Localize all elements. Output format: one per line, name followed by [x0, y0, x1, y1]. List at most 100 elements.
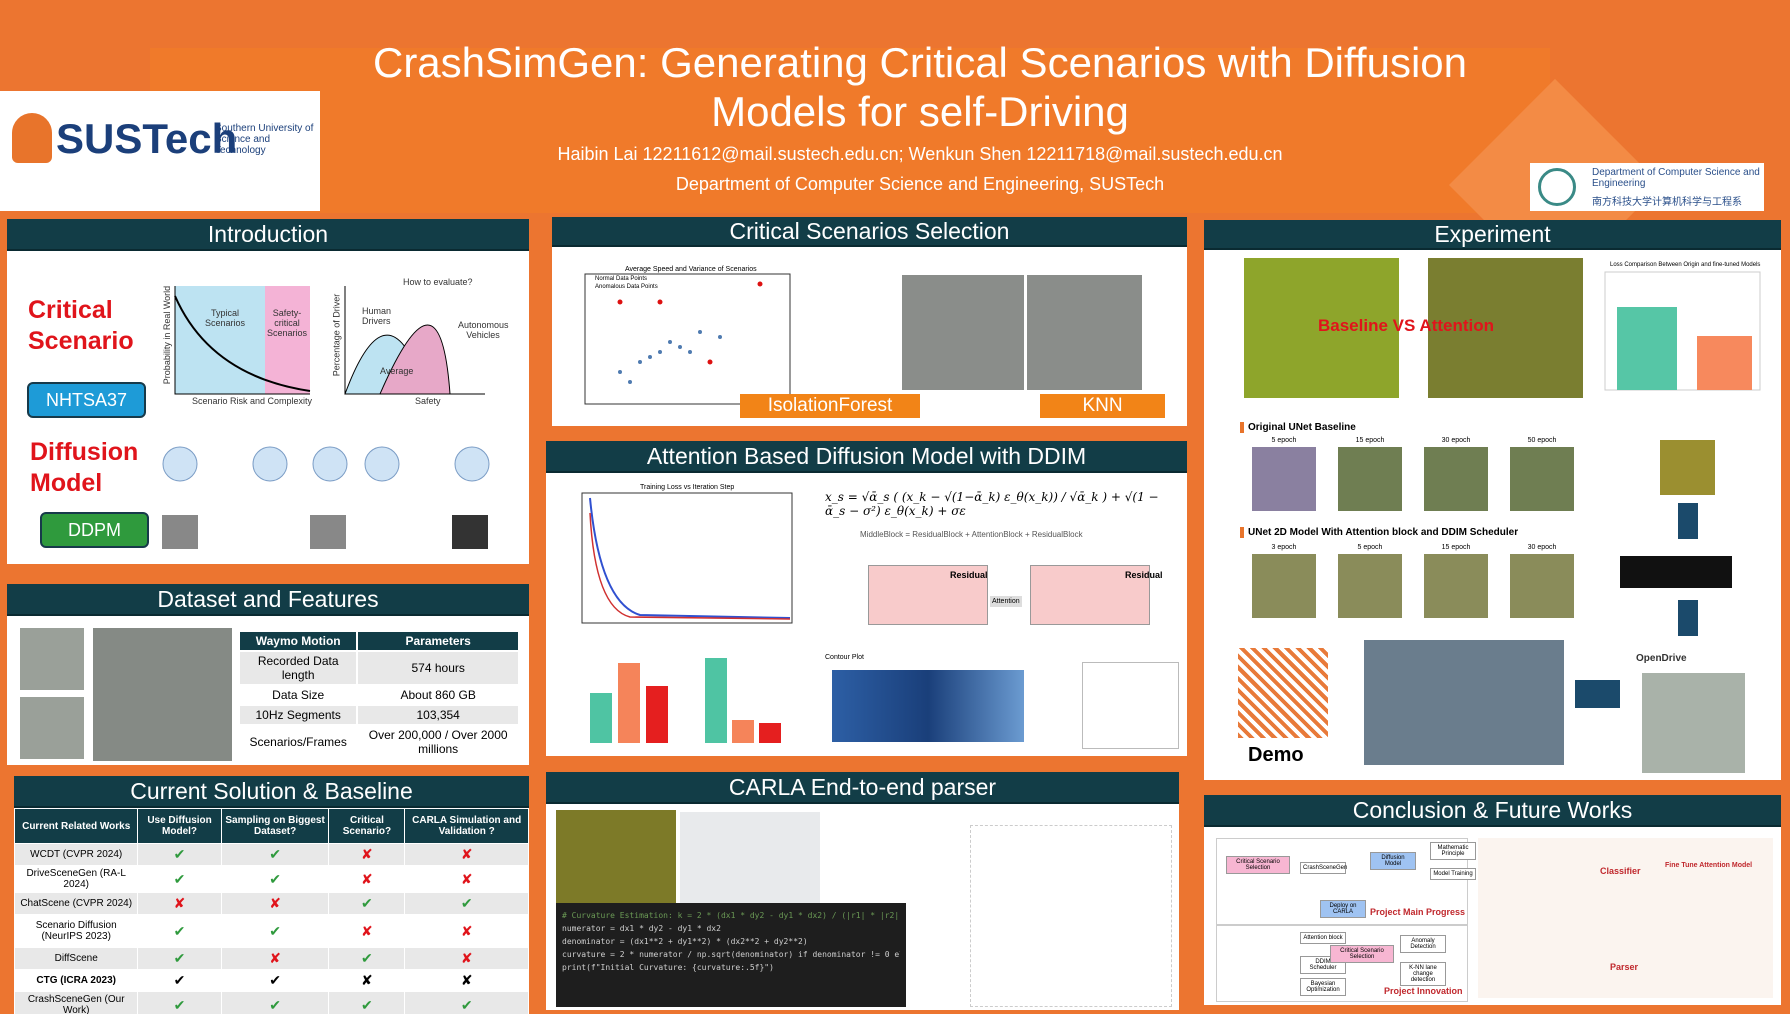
- status-icon: ✔: [137, 969, 222, 992]
- junction-image: [1642, 673, 1745, 773]
- header-cell: Waymo Motion: [237, 630, 359, 652]
- cell: Scenarios/Frames: [237, 724, 359, 760]
- code-block: # Curvature Estimation: k = 2 * (dx1 * d…: [556, 903, 906, 1007]
- dept-logo-cn: 南方科技大学计算机科学与工程系: [1592, 197, 1742, 208]
- logo-text: SUSTech: [56, 115, 238, 162]
- epoch-label: 15 epoch: [1441, 544, 1471, 551]
- row: CrashSceneGen (Our Work) ✔ ✔ ✔ ✔: [13, 991, 529, 1014]
- pipeline-label: Fine Tune Attention Model: [1665, 862, 1753, 869]
- qr-code: [1238, 648, 1328, 738]
- typical-area: [175, 286, 265, 394]
- cell: 103,354: [356, 704, 520, 726]
- code-line: # Curvature Estimation: k = 2 * (dx1 * d…: [562, 911, 900, 920]
- fig-label: Autonomous Vehicles: [458, 320, 509, 340]
- status-icon: ✘: [328, 843, 406, 866]
- cell: Over 200,000 / Over 2000 millions: [356, 724, 520, 760]
- row: Scenario Diffusion (NeurIPS 2023) ✔ ✔ ✘ ✘: [13, 914, 529, 948]
- epoch-image: [1338, 447, 1402, 511]
- department: Department of Computer Science and Engin…: [675, 174, 1165, 194]
- loss-plot: [581, 492, 793, 624]
- code-line: print(f"Initial Curvature: {curvature:.5…: [562, 963, 774, 972]
- header-cell: Parameters: [356, 630, 520, 652]
- axes: [344, 286, 485, 395]
- header-cell: Current Related Works: [13, 808, 139, 844]
- epoch-label: 5 epoch: [1357, 544, 1383, 551]
- row: Recorded Data length 574 hours: [237, 650, 520, 686]
- row: DiffScene ✔ ✘ ✔ ✘: [13, 947, 529, 970]
- block-label: Residual: [950, 570, 988, 580]
- status-icon: ✘: [137, 892, 222, 915]
- status-icon: ✔: [137, 914, 222, 948]
- diagram-node: Deploy on CARLA: [1320, 900, 1366, 918]
- fig-label: How to evaluate?: [403, 277, 473, 287]
- arrow: [1678, 503, 1698, 539]
- method-label: IsolationForest: [740, 394, 920, 418]
- map-image: [93, 628, 232, 761]
- status-icon: ✔: [137, 865, 222, 893]
- status-icon: ✘: [328, 914, 406, 948]
- logo-icon: [12, 113, 52, 163]
- baseline-table: Current Related Works Use Diffusion Model…: [13, 808, 529, 1014]
- status-icon: ✘: [328, 865, 406, 893]
- status-icon: ✔: [137, 947, 222, 970]
- cell: DriveSceneGen (RA-L 2024): [13, 865, 139, 893]
- code-line: denominator = (dx1**2 + dy1**2) * (dx2**…: [562, 937, 808, 946]
- intro-figure: [174, 286, 485, 395]
- compare-image: [1428, 258, 1583, 398]
- header-cell: Sampling on Biggest Dataset?: [220, 808, 330, 844]
- status-icon: ✔: [220, 865, 330, 893]
- code-line: curvature = 2 * numerator / np.sqrt(deno…: [562, 950, 900, 959]
- legend: Normal Data Points: [595, 276, 648, 282]
- cell: Scenario Diffusion (NeurIPS 2023): [13, 914, 139, 948]
- epoch-label: 30 epoch: [1441, 437, 1471, 444]
- epoch-image: [1338, 554, 1402, 618]
- epoch-label: 50 epoch: [1527, 437, 1557, 444]
- status-icon: ✔: [328, 947, 406, 970]
- block-label: Attention: [990, 596, 1022, 607]
- fig-label: Human Drivers: [362, 306, 392, 326]
- status-icon: ✔: [220, 914, 330, 948]
- bar-charts: [590, 658, 781, 743]
- epoch-label: 3 epoch: [1271, 544, 1297, 551]
- safety-area: [265, 286, 310, 394]
- status-icon: ✘: [404, 969, 529, 992]
- arch-block: [868, 565, 988, 625]
- status-icon: ✘: [220, 947, 330, 970]
- arrow: [1575, 680, 1620, 708]
- epoch-image: [1424, 554, 1488, 618]
- diagram-node: Critical Scenario Selection: [1226, 856, 1290, 874]
- logo-box: SUSTech Southern University of Science a…: [0, 91, 320, 211]
- status-icon: ✔: [404, 991, 529, 1014]
- loss-compare: [1604, 271, 1761, 391]
- epoch-label: 15 epoch: [1355, 437, 1385, 444]
- status-icon: ✔: [220, 843, 330, 866]
- result-image: [1660, 440, 1715, 495]
- status-icon: ✘: [404, 865, 529, 893]
- dataset-table: Waymo Motion Parameters Recorded Data leng…: [237, 630, 520, 760]
- section-title: Current Solution & Baseline: [14, 776, 529, 808]
- compare-image: [1244, 258, 1399, 398]
- cell: Recorded Data length: [237, 650, 359, 686]
- title: CrashSimGen: Generating Critical Scenari…: [372, 39, 1467, 135]
- diagram-node: CrashSceneGen: [1300, 862, 1347, 874]
- epoch-image: [1424, 447, 1488, 511]
- diagram-caption: Project Main Progress: [1370, 907, 1466, 917]
- row: CTG (ICRA 2023) ✔ ✔ ✘ ✘: [13, 969, 529, 992]
- curve: [174, 295, 311, 392]
- terminal: [1620, 556, 1732, 588]
- graph-grid: [970, 825, 1172, 1007]
- row: DriveSceneGen (RA-L 2024) ✔ ✔ ✘ ✘: [13, 865, 529, 893]
- intro-critical: Critical Scenario: [28, 296, 134, 355]
- block-label: MiddleBlock = ResidualBlock + AttentionB…: [860, 530, 1083, 539]
- dept-logo-text: Department of Computer Science and Engin…: [1592, 167, 1760, 189]
- map-image: [1027, 275, 1142, 390]
- demo-screenshot: [1364, 640, 1564, 765]
- axes: [174, 286, 310, 395]
- dept-icon: [1538, 168, 1576, 206]
- plot-title: Loss Comparison Between Origin and fine-…: [1610, 262, 1761, 268]
- cell: CrashSceneGen (Our Work): [13, 991, 139, 1014]
- demo-label: Demo: [1248, 744, 1304, 766]
- fig-label: Percentage of Driver: [331, 293, 342, 377]
- epoch-image: [1252, 447, 1316, 511]
